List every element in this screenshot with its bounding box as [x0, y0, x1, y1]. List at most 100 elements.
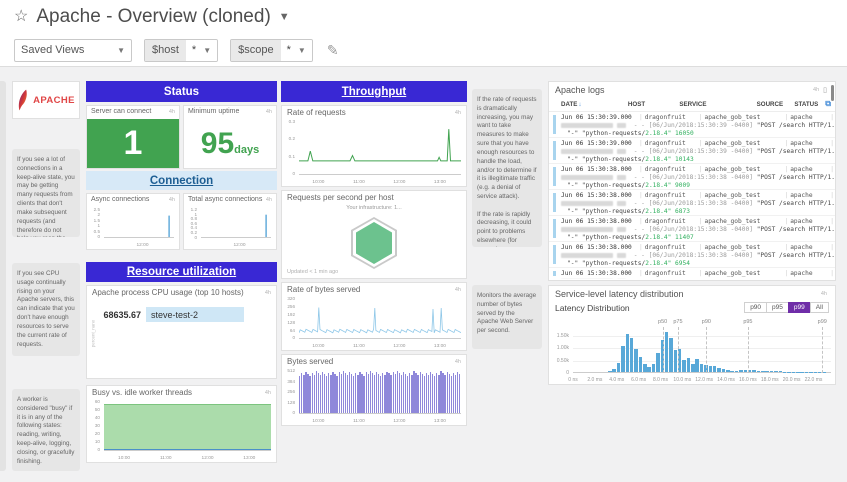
scope-variable-label: $scope [231, 39, 281, 61]
card-title: Server can connect [91, 108, 152, 115]
timeframe-badge: 4h [813, 87, 820, 93]
page-title: Apache - Overview (cloned) [36, 6, 271, 27]
redacted-ip [561, 122, 613, 128]
apache-feather-icon [18, 89, 27, 111]
redacted-user [617, 148, 626, 154]
server-can-connect-card[interactable]: Server can connect 4h 1 [86, 105, 180, 169]
caret-down-icon: ▼ [203, 45, 212, 55]
host-variable-value: * [191, 44, 197, 56]
saved-views-label: Saved Views [21, 44, 85, 56]
timeframe-badge: 4h [454, 110, 461, 117]
apache-logs-panel[interactable]: Apache logs 4h ▯ DATE↓ HOST SERVICE SOURCE ST… [548, 81, 836, 281]
hostmap-caption: Your infrastructure: 1... [346, 205, 402, 211]
caret-down-icon: ▼ [297, 45, 306, 55]
host-variable-select[interactable]: $host * ▼ [144, 38, 219, 62]
latency-chart-title: Latency Distribution [555, 302, 630, 313]
favorite-star-icon[interactable]: ☆ [14, 8, 29, 25]
timeframe-badge: 4h [168, 108, 175, 115]
note-rate-of-requests: If the rate of requests is dramatically … [472, 89, 542, 247]
bytes-served-chart[interactable]: Bytes served 4h 512 384 256 128 0 10:00 11:00 12… [281, 354, 467, 426]
card-title: Minimum uptime [188, 108, 240, 115]
card-title: Bytes served [287, 357, 334, 366]
apache-logo-card: APACHE [12, 81, 80, 119]
edit-pencil-icon[interactable]: ✎ [326, 41, 339, 58]
card-title: Requests per second per host [287, 193, 394, 202]
dashboard-canvas: APACHE If you see a lot of connections i… [0, 66, 847, 482]
column-header-status[interactable]: STATUS [794, 100, 819, 108]
redacted-ip [561, 252, 613, 258]
log-row[interactable]: Jun 06 15:30:38.000 | dragonfruit | apache_g… [549, 216, 835, 242]
resource-utilization-section-link[interactable]: Resource utilization [86, 262, 277, 282]
percentile-marker-p95: p95 [743, 319, 753, 325]
saved-views-select[interactable]: Saved Views ▼ [14, 38, 132, 62]
clipboard-icon[interactable]: ▯ [823, 87, 827, 94]
toplist-row[interactable]: 68635.67 steve-test-2 [87, 301, 276, 322]
latency-distribution-panel[interactable]: Service-level latency distribution 4h La… [548, 285, 836, 385]
note-cpu-usage: If you see CPU usage continually rising … [12, 263, 80, 356]
busy-idle-workers-chart[interactable]: Busy vs. idle worker threads 4h 60 50 40 30 2… [86, 385, 277, 463]
percentile-button-p99[interactable]: p99 [787, 302, 811, 313]
caret-down-icon: ▼ [117, 45, 125, 55]
logs-scrollbar-thumb[interactable] [831, 85, 834, 101]
log-row[interactable]: Jun 06 15:30:39.000 | dragonfruit | apache_g… [549, 138, 835, 164]
column-header-service[interactable]: SERVICE [679, 100, 707, 108]
timeframe-badge: 4h [454, 287, 461, 294]
redacted-ip [561, 148, 613, 154]
percentile-button-p90[interactable]: p90 [744, 302, 768, 313]
timeframe-badge: 4h [264, 290, 271, 297]
timeframe-badge: 4h [265, 196, 272, 203]
note-bytes-served: Monitors the average number of bytes ser… [472, 285, 542, 349]
dashboard-title-bar: ☆ Apache - Overview (cloned) ▼ [0, 0, 847, 34]
card-title: Apache process CPU usage (top 10 hosts) [92, 288, 244, 297]
log-row[interactable]: Jun 06 15:30:39.000 | dragonfruit | apache_g… [549, 112, 835, 138]
log-row[interactable]: Jun 06 15:30:38.000 | dragonfruit | apache_g… [549, 190, 835, 216]
clipped-widget-fragment [0, 81, 6, 471]
logs-list: Jun 06 15:30:39.000 | dragonfruit | apache_g… [549, 112, 835, 279]
rate-of-requests-chart[interactable]: Rate of requests 4h 0.3 0.2 0.1 0 10:00 11:00 1… [281, 105, 467, 187]
logs-column-headers: DATE↓ HOST SERVICE SOURCE STATUS ⧉ [549, 97, 835, 112]
percentile-marker-p90: p90 [701, 319, 711, 325]
percentile-button-group: p90 p95 p99 All [744, 302, 829, 313]
apache-logo-text: APACHE [33, 94, 75, 106]
status-section-banner: Status [86, 81, 277, 102]
percentile-button-p95[interactable]: p95 [766, 302, 789, 313]
note-keepalive: If you see a lot of connections in a kee… [12, 149, 80, 237]
timeframe-badge: 4h [168, 196, 175, 203]
host-hexagon[interactable] [351, 217, 397, 269]
column-header-host[interactable]: HOST [627, 100, 646, 108]
open-in-log-explorer-icon[interactable]: ⧉ [825, 99, 831, 108]
dashboard-toolbar: Saved Views ▼ $host * ▼ $scope * ▼ ✎ [0, 34, 847, 66]
redacted-user [617, 226, 626, 232]
redacted-user [617, 252, 626, 258]
sort-desc-icon: ↓ [578, 100, 582, 108]
redacted-user [617, 200, 626, 206]
column-header-source[interactable]: SOURCE [756, 100, 784, 108]
redacted-user [617, 122, 626, 128]
column-header-date[interactable]: DATE↓ [561, 100, 582, 108]
redacted-ip [561, 226, 613, 232]
card-title: Async connections [91, 196, 150, 203]
note-worker-busy: A worker is considered "busy" if it is i… [12, 389, 80, 471]
log-row[interactable]: Jun 06 15:30:38.000 | dragonfruit | apache_g… [549, 268, 835, 279]
requests-per-host-hostmap[interactable]: Requests per second per host Your infras… [281, 190, 467, 279]
host-variable-label: $host [145, 39, 186, 61]
redacted-ip [561, 174, 613, 180]
log-row[interactable]: Jun 06 15:30:38.000 | dragonfruit | apache_g… [549, 164, 835, 190]
title-chevron-down-icon[interactable]: ▼ [278, 11, 290, 23]
query-value: 1 [87, 119, 179, 168]
throughput-section-link[interactable]: Throughput [281, 81, 467, 102]
log-row[interactable]: Jun 06 15:30:38.000 | dragonfruit | apache_g… [549, 242, 835, 268]
rate-of-bytes-chart[interactable]: Rate of bytes served 4h 320 256 192 128 64 0 10… [281, 282, 467, 351]
timeframe-badge: 4h [820, 291, 827, 297]
card-title: Rate of bytes served [287, 285, 361, 294]
timeframe-badge: 4h [264, 390, 271, 397]
cpu-usage-toplist[interactable]: Apache process CPU usage (top 10 hosts) 4… [86, 285, 277, 379]
percentile-button-all[interactable]: All [809, 302, 829, 313]
total-async-connections-chart[interactable]: Total async connections 4h 1.2 1 0.8 0.6 0.4 0… [183, 193, 277, 250]
latency-histogram[interactable]: 1.50k 1.00k 0.50k 0 p50 p75 p90 p95 p99 0 ns 2.0 m… [549, 319, 835, 384]
scope-variable-select[interactable]: $scope * ▼ [230, 38, 313, 62]
connection-section-link[interactable]: Connection [86, 171, 277, 190]
async-connections-chart[interactable]: Async connections 4h 2.5 2 1.5 1 0.5 0 12:00 [86, 193, 180, 250]
panel-title: Service-level latency distribution [555, 289, 684, 299]
minimum-uptime-card[interactable]: Minimum uptime 4h 95 days [183, 105, 277, 169]
